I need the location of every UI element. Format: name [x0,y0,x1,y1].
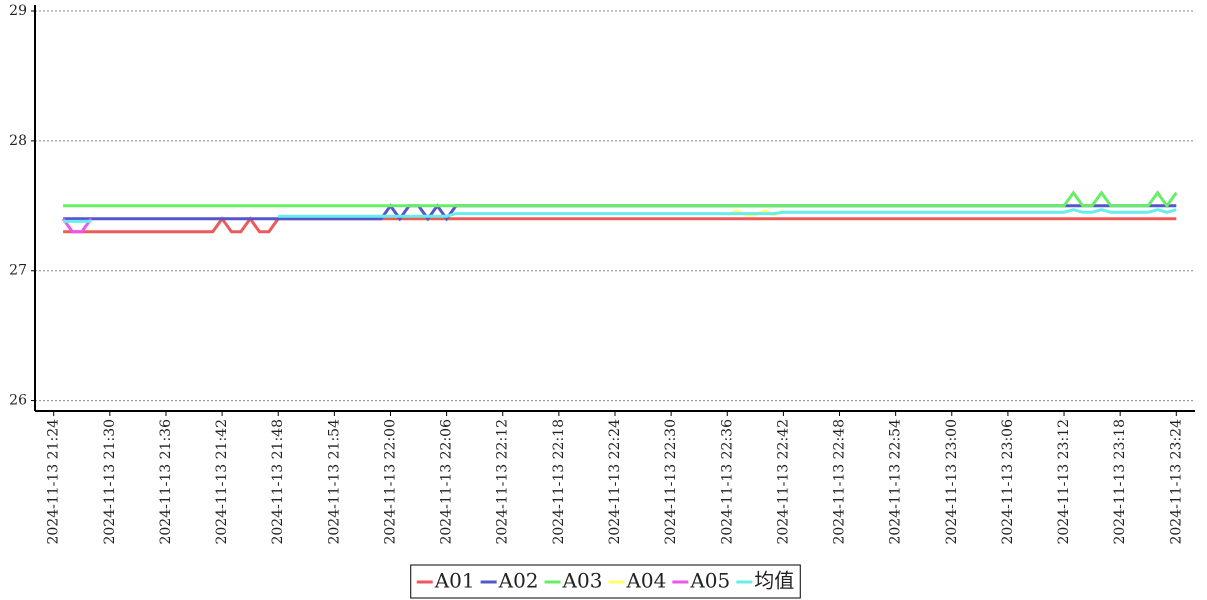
x-tick-label: 2024-11-13 21:30 [102,419,118,545]
series-line [63,216,1177,234]
legend-box [410,564,801,599]
legend-label: A04 [625,569,666,593]
x-tick-label: 2024-11-13 22:54 [888,419,904,545]
x-tick-label: 2024-11-13 21:42 [214,419,230,545]
legend: A01 A02 A03 A04 A05 均值 [410,564,801,599]
series-line [63,208,1177,223]
legend-label: A05 [689,569,730,593]
x-tick-label: 2024-11-13 21:36 [158,419,174,545]
series-line [63,190,1178,209]
x-tick-label: 2024-11-13 23:24 [1168,419,1184,545]
x-tick-label: 2024-11-13 21:48 [270,419,286,545]
x-tick-label: 2024-11-13 22:36 [719,419,735,545]
y-tick-label: 29 [9,3,27,19]
legend-label: A01 [434,569,475,593]
x-tick-label: 2024-11-13 23:12 [1056,419,1072,545]
x-tick-label: 2024-11-13 22:18 [551,419,567,545]
series-line [61,217,93,234]
x-tick-label: 2024-11-13 22:30 [663,419,679,545]
y-tick-label: 26 [9,393,27,409]
x-tick-label: 2024-11-13 23:18 [1112,419,1128,545]
x-tick-label: 2024-11-13 22:48 [832,419,848,545]
x-tick-label: 2024-11-13 21:24 [46,419,62,545]
x-tick-label: 2024-11-13 22:42 [775,419,791,545]
x-tick-label: 2024-11-13 22:00 [382,419,398,545]
y-tick-label: 28 [9,133,27,149]
legend-label: A02 [498,569,539,593]
legend-label: 均值 [754,569,794,593]
x-tick-label: 2024-11-13 22:12 [495,419,511,545]
x-tick-label: 2024-11-13 23:06 [1000,419,1016,545]
x-tick-label: 2024-11-13 22:24 [607,419,623,545]
x-tick-label: 2024-11-13 22:06 [439,419,455,545]
y-tick-label: 27 [9,263,27,279]
legend-label: A03 [562,569,603,593]
x-tick-label: 2024-11-13 21:54 [326,419,342,545]
x-tick-label: 2024-11-13 23:00 [944,419,960,545]
